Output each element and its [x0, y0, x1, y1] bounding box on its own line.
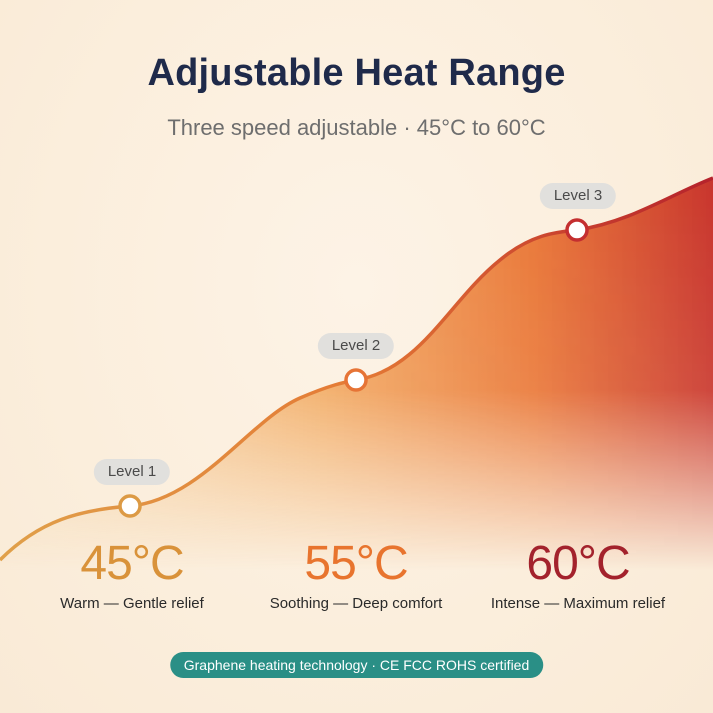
- level-3-marker: [565, 218, 589, 242]
- level-2-description: Soothing — Deep comfort: [269, 595, 443, 612]
- certification-badge: Graphene heating technology · CE FCC ROH…: [169, 652, 544, 678]
- level-2-temperature: 55°C: [304, 537, 408, 590]
- level-1-description: Warm — Gentle relief: [60, 595, 204, 612]
- level-1-pill: Level 1: [93, 459, 171, 485]
- level-3-temperature: 60°C: [526, 537, 630, 590]
- level-1-temperature: 45°C: [80, 537, 184, 590]
- level-3-pill: Level 3: [539, 183, 617, 209]
- level-3-description: Intense — Maximum relief: [490, 595, 666, 612]
- level-2-pill: Level 2: [317, 333, 395, 359]
- page-title: Adjustable Heat Range: [147, 52, 566, 94]
- heat-curve-fill: [0, 178, 713, 570]
- level-2-marker: [344, 368, 368, 392]
- page-subtitle: Three speed adjustable · 45°C to 60°C: [167, 115, 546, 140]
- level-1-marker: [118, 494, 142, 518]
